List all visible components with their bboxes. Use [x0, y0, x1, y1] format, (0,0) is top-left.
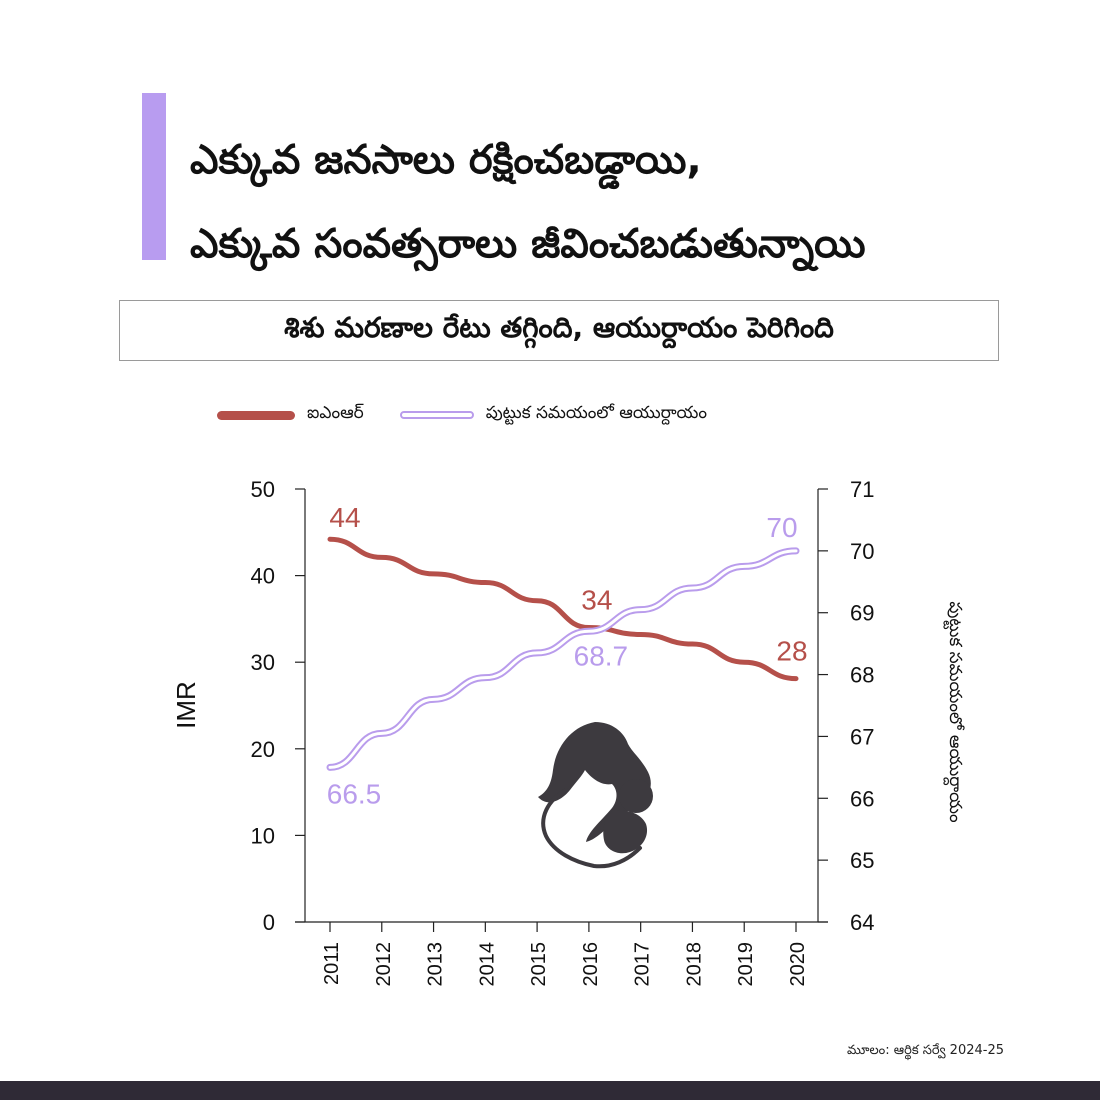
x-tick-label: 2018	[683, 942, 705, 987]
y-tick-label-right: 67	[850, 724, 874, 749]
legend-item-life-expectancy: పుట్టుక సమయంలో ఆయుర్దాయం	[399, 403, 707, 427]
x-tick-label: 2016	[580, 942, 602, 987]
x-tick-label: 2011	[321, 942, 343, 985]
y-tick-label-right: 65	[850, 848, 874, 873]
x-tick-label: 2012	[373, 942, 395, 987]
y-tick-label-left: 30	[251, 650, 275, 675]
chart-series	[326, 536, 800, 771]
footer-bar	[0, 1081, 1100, 1100]
x-tick-label: 2015	[528, 942, 550, 987]
legend-swatch-life-expectancy	[399, 411, 474, 419]
data-label-life-expectancy: 68.7	[574, 640, 629, 671]
data-label-imr: 28	[776, 636, 807, 667]
y-tick-label-right: 71	[850, 477, 874, 502]
subtitle: శిశు మరణాల రేటు తగ్గింది, ఆయుర్దాయం పెరి…	[284, 310, 834, 344]
y-tick-label-right: 70	[850, 539, 874, 564]
y-tick-label-left: 20	[251, 737, 275, 762]
x-tick-label: 2014	[476, 942, 498, 987]
x-tick-label: 2020	[787, 942, 809, 987]
y-tick-label-left: 10	[251, 823, 275, 848]
page-title: ఎక్కువ జనసాలు రక్షించబడ్డాయి, ఎక్కువ సంవ…	[190, 118, 1080, 286]
chart-legend: ఐఎంఆర్ పుట్టుక సమయంలో ఆయుర్దాయం	[217, 400, 743, 430]
y-tick-label-left: 0	[263, 910, 275, 935]
y-tick-label-left: 40	[251, 564, 275, 589]
series-line-life-expectancy-inner	[328, 549, 798, 769]
data-label-imr: 44	[329, 502, 360, 533]
y-axis-title-right: పుట్టుక సమయంలో ఆయుర్దాయం	[943, 601, 965, 823]
subtitle-box: శిశు మరణాల రేటు తగ్గింది, ఆయుర్దాయం పెరి…	[119, 300, 999, 361]
title-line-2: ఎక్కువ సంవత్సరాలు జీవించబడుతున్నాయి	[190, 221, 866, 267]
data-label-life-expectancy: 70	[766, 512, 797, 543]
series-line-imr	[327, 536, 799, 682]
x-tick-label: 2017	[632, 942, 654, 987]
title-line-1: ఎక్కువ జనసాలు రక్షించబడ్డాయి,	[190, 137, 702, 183]
chart-data-labels: 44 34 28 66.5 68.7 70	[327, 502, 808, 809]
data-label-imr: 34	[581, 585, 612, 616]
mother-baby-icon	[538, 722, 653, 869]
y-tick-label-right: 66	[850, 786, 874, 811]
legend-item-imr: ఐఎంఆర్	[217, 403, 364, 427]
legend-label-life-expectancy: పుట్టుక సమయంలో ఆయుర్దాయం	[485, 403, 707, 423]
y-tick-label-left: 50	[251, 477, 275, 502]
source-note: మూలం: ఆర్థిక సర్వే 2024-25	[847, 1043, 1004, 1058]
chart-axes: 0 10 20 30 40 50 64 65 66 67 68 69 70 71 2011 2012 2013 2…	[171, 477, 965, 987]
legend-swatch-imr	[217, 410, 295, 420]
y-tick-label-right: 68	[850, 663, 874, 688]
y-tick-label-right: 69	[850, 601, 874, 626]
data-label-life-expectancy: 66.5	[327, 778, 382, 809]
y-axis-title-left: IMR	[171, 681, 201, 729]
title-accent-bar	[142, 93, 166, 260]
x-tick-label: 2019	[735, 942, 757, 987]
legend-label-imr: ఐఎంఆర్	[307, 403, 364, 423]
x-tick-label: 2013	[425, 942, 447, 987]
y-tick-label-right: 64	[850, 910, 874, 935]
